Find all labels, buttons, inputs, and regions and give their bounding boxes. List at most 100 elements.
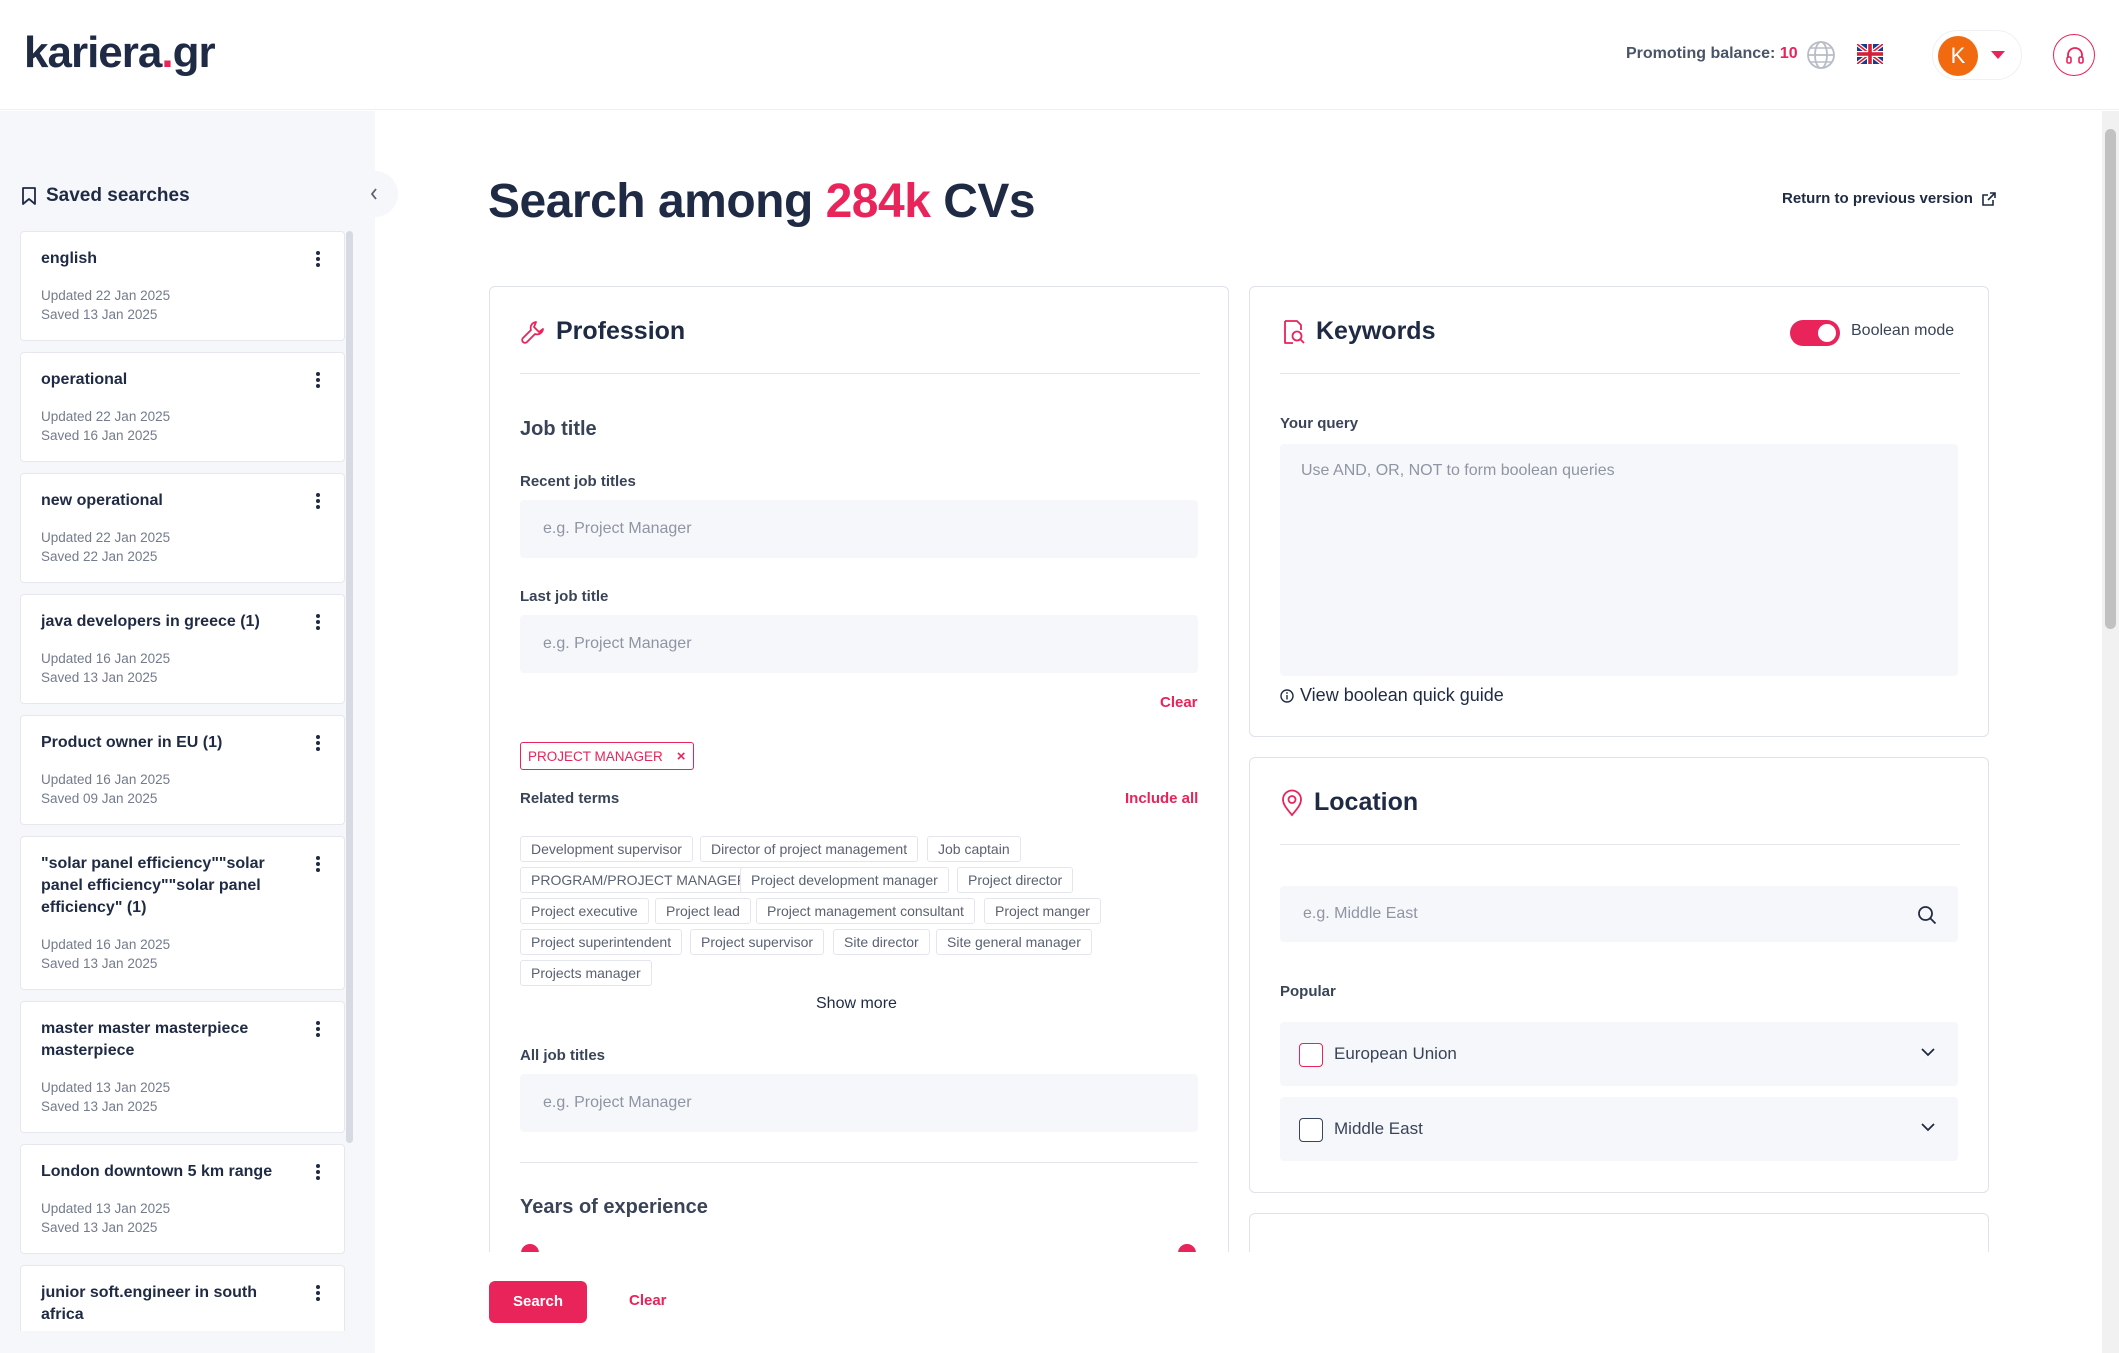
related-term-chip[interactable]: Project manger — [984, 898, 1101, 924]
saved-date: Saved 13 Jan 2025 — [41, 670, 158, 685]
clear-job-titles-link[interactable]: Clear — [1160, 694, 1198, 711]
saved-search-item[interactable]: "solar panel efficiency""solar panel eff… — [20, 836, 345, 990]
search-button[interactable]: Search — [489, 1281, 587, 1323]
promoting-balance: Promoting balance: 10 — [1626, 45, 1798, 62]
location-option-middle-east[interactable]: Middle East — [1280, 1097, 1958, 1161]
location-search-input[interactable] — [1280, 886, 1958, 942]
divider — [520, 373, 1200, 374]
all-job-titles-input[interactable] — [520, 1074, 1198, 1132]
wrench-icon — [520, 319, 546, 345]
related-term-chip[interactable]: Projects manager — [520, 960, 652, 986]
collapse-sidebar-button[interactable] — [352, 171, 398, 217]
profession-card: Profession — [489, 286, 1229, 1286]
chevron-down-icon[interactable] — [1920, 1047, 1936, 1057]
related-term-chip[interactable]: Project executive — [520, 898, 649, 924]
updated-date: Updated 13 Jan 2025 — [41, 1201, 171, 1216]
page-scrollbar-thumb[interactable] — [2105, 129, 2116, 629]
saved-searches-sidebar: Saved searches english Updated 22 Jan 20… — [0, 111, 398, 1353]
clear-button[interactable]: Clear — [629, 1292, 667, 1309]
saved-search-item[interactable]: new operational Updated 22 Jan 2025 Saved… — [20, 473, 345, 583]
saved-search-item[interactable]: operational Updated 22 Jan 2025 Saved 16 … — [20, 352, 345, 462]
saved-searches-title: Saved searches — [20, 185, 190, 207]
saved-searches-list: english Updated 22 Jan 2025 Saved 13 Jan … — [20, 231, 345, 1331]
boolean-mode-toggle[interactable] — [1790, 320, 1840, 346]
more-options-icon[interactable] — [316, 250, 320, 268]
boolean-mode-label: Boolean mode — [1851, 322, 1955, 339]
saved-search-item[interactable]: junior soft.engineer in south africa — [20, 1265, 345, 1331]
saved-search-item[interactable]: java developers in greece (1) Updated 16… — [20, 594, 345, 704]
last-job-title-input[interactable] — [520, 615, 1198, 673]
job-title-heading: Job title — [520, 418, 597, 440]
related-term-chip[interactable]: Project supervisor — [690, 929, 825, 955]
saved-search-item[interactable]: english Updated 22 Jan 2025 Saved 13 Jan … — [20, 231, 345, 341]
updated-date: Updated 16 Jan 2025 — [41, 772, 171, 787]
page-scrollbar[interactable] — [2102, 111, 2119, 1353]
page-title: Search among 284k CVs — [488, 175, 1036, 228]
updated-date: Updated 13 Jan 2025 — [41, 1080, 171, 1095]
saved-date: Saved 13 Jan 2025 — [41, 956, 158, 971]
related-term-chip[interactable]: Project lead — [655, 898, 751, 924]
related-term-chip[interactable]: Director of project management — [700, 836, 919, 862]
all-job-titles-label: All job titles — [520, 1047, 606, 1064]
popular-label: Popular — [1280, 983, 1336, 1000]
european-union-checkbox[interactable] — [1299, 1043, 1323, 1067]
saved-search-name: java developers in greece (1) — [41, 613, 260, 630]
recent-job-titles-label: Recent job titles — [520, 473, 636, 490]
kariera-logo[interactable]: kariera.gr — [24, 28, 216, 77]
related-term-chip[interactable]: Project development manager — [740, 867, 949, 893]
bottom-action-bar — [375, 1252, 2119, 1353]
uk-flag-icon[interactable] — [1857, 44, 1883, 64]
saved-search-name: junior soft.engineer in south africa — [41, 1284, 257, 1323]
more-options-icon[interactable] — [316, 492, 320, 510]
boolean-query-textarea[interactable] — [1280, 444, 1958, 676]
related-term-chip[interactable]: Development supervisor — [520, 836, 693, 862]
search-icon[interactable] — [1917, 905, 1937, 925]
related-term-chip[interactable]: PROGRAM/PROJECT MANAGER — [520, 867, 758, 893]
saved-date: Saved 13 Jan 2025 — [41, 1220, 158, 1235]
related-term-chip[interactable]: Site general manager — [936, 929, 1092, 955]
related-term-chip[interactable]: Job captain — [927, 836, 1021, 862]
show-more-button[interactable]: Show more — [816, 995, 897, 1012]
related-term-chip[interactable]: Project superintendent — [520, 929, 683, 955]
account-menu[interactable]: K — [1932, 30, 2022, 80]
related-term-chip[interactable]: Site director — [833, 929, 930, 955]
saved-search-item[interactable]: Product owner in EU (1) Updated 16 Jan 2… — [20, 715, 345, 825]
include-all-link[interactable]: Include all — [1125, 790, 1199, 807]
more-options-icon[interactable] — [316, 613, 320, 631]
globe-icon[interactable] — [1806, 40, 1836, 70]
recent-job-titles-input[interactable] — [520, 500, 1198, 558]
more-options-icon[interactable] — [316, 734, 320, 752]
boolean-guide-link[interactable]: View boolean quick guide — [1280, 685, 1504, 706]
updated-date: Updated 16 Jan 2025 — [41, 651, 171, 666]
more-options-icon[interactable] — [316, 371, 320, 389]
sidebar-scrollbar[interactable] — [346, 231, 353, 1143]
more-options-icon[interactable] — [316, 1020, 320, 1038]
saved-date: Saved 09 Jan 2025 — [41, 791, 158, 806]
saved-date: Saved 13 Jan 2025 — [41, 1099, 158, 1114]
middle-east-checkbox[interactable] — [1299, 1118, 1323, 1142]
saved-search-name: Product owner in EU (1) — [41, 734, 223, 751]
more-options-icon[interactable] — [316, 855, 320, 873]
saved-search-item[interactable]: master master masterpiece masterpiece Up… — [20, 1001, 345, 1133]
support-button[interactable] — [2053, 34, 2095, 76]
chevron-down-icon[interactable] — [1920, 1122, 1936, 1132]
divider — [1280, 844, 1960, 845]
saved-search-name: "solar panel efficiency""solar panel eff… — [41, 855, 265, 916]
location-option-european-union[interactable]: European Union — [1280, 1022, 1958, 1086]
document-search-icon — [1280, 319, 1306, 345]
last-job-title-label: Last job title — [520, 588, 609, 605]
related-terms-label: Related terms — [520, 790, 620, 807]
related-term-chip[interactable]: Project director — [957, 867, 1074, 893]
saved-search-name: master master masterpiece masterpiece — [41, 1020, 249, 1059]
more-options-icon[interactable] — [316, 1163, 320, 1181]
saved-search-item[interactable]: London downtown 5 km range Updated 13 Ja… — [20, 1144, 345, 1254]
return-previous-version-link[interactable]: Return to previous version — [1782, 190, 1997, 207]
updated-date: Updated 22 Jan 2025 — [41, 530, 171, 545]
updated-date: Updated 16 Jan 2025 — [41, 937, 171, 952]
external-link-icon — [1981, 191, 1997, 207]
remove-tag-icon[interactable]: × — [676, 747, 686, 765]
related-term-chip[interactable]: Project management consultant — [756, 898, 975, 924]
caret-down-icon — [1990, 49, 2006, 61]
more-options-icon[interactable] — [316, 1284, 320, 1302]
your-query-label: Your query — [1280, 415, 1359, 432]
